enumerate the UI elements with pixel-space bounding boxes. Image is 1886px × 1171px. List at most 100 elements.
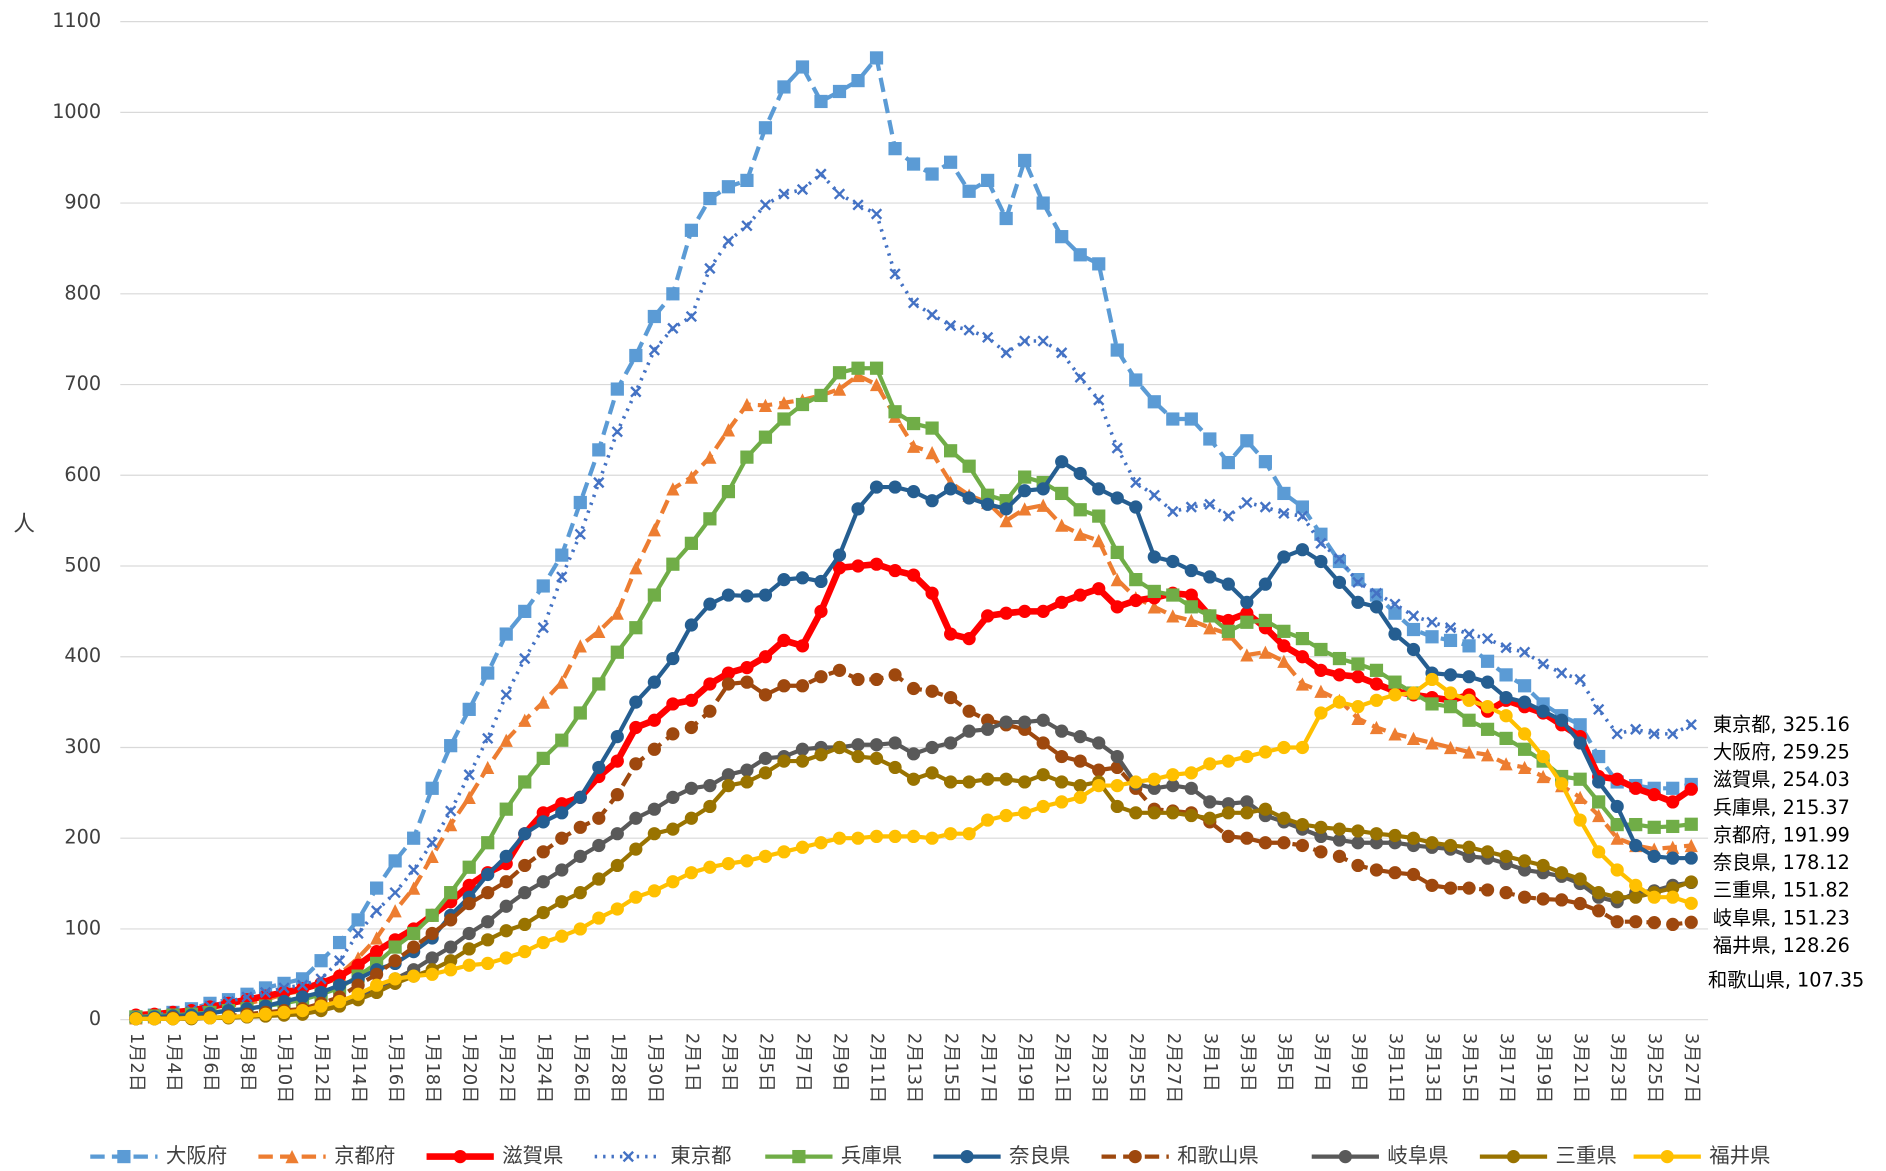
marker: [703, 799, 717, 814]
x-tick-label: 3月13日: [1422, 1033, 1443, 1103]
marker: [481, 666, 495, 680]
marker: [684, 618, 698, 632]
marker: [777, 754, 791, 768]
marker: [1147, 395, 1161, 409]
marker: [610, 645, 624, 659]
marker: [906, 416, 921, 431]
marker: [314, 954, 328, 968]
marker: [482, 732, 494, 745]
marker: [1129, 373, 1143, 387]
marker: [277, 1005, 291, 1020]
marker: [241, 991, 253, 1003]
marker: [981, 331, 994, 344]
marker: [704, 262, 716, 275]
marker: [1110, 573, 1124, 587]
marker: [1129, 806, 1143, 820]
marker: [889, 268, 901, 280]
y-tick-label: 700: [64, 372, 101, 395]
marker: [1666, 917, 1680, 932]
marker: [240, 1009, 254, 1023]
marker: [1221, 577, 1235, 591]
marker: [1630, 723, 1642, 735]
marker: [370, 931, 384, 945]
marker: [722, 235, 735, 247]
marker: [1258, 455, 1272, 469]
marker: [1315, 537, 1327, 549]
marker: [1295, 838, 1310, 853]
marker: [1222, 510, 1234, 522]
marker: [1166, 778, 1180, 793]
marker: [851, 361, 865, 375]
marker: [388, 972, 402, 986]
marker: [1684, 817, 1698, 831]
legend-label: 兵庫県: [841, 1144, 902, 1168]
marker: [1278, 507, 1290, 520]
marker: [1388, 627, 1402, 641]
marker: [425, 781, 439, 795]
marker: [1185, 501, 1197, 513]
marker: [1517, 742, 1532, 756]
marker: [1629, 838, 1643, 853]
marker: [962, 704, 976, 718]
x-tick-label: 3月15日: [1459, 1033, 1480, 1103]
marker: [1611, 728, 1623, 740]
marker: [999, 606, 1013, 620]
marker: [314, 999, 328, 1013]
marker: [332, 994, 347, 1009]
marker: [333, 955, 346, 967]
marker: [815, 168, 827, 180]
marker: [1036, 604, 1050, 618]
x-tick-label: 2月15日: [941, 1033, 962, 1103]
marker: [536, 579, 550, 593]
marker: [1406, 622, 1421, 637]
marker: [1314, 663, 1328, 677]
marker: [740, 763, 754, 777]
marker: [1295, 650, 1310, 664]
marker: [906, 568, 921, 582]
marker: [1258, 802, 1272, 816]
marker: [1388, 866, 1402, 880]
marker: [610, 729, 624, 744]
marker: [666, 822, 680, 836]
x-tick-label: 2月13日: [904, 1033, 925, 1103]
marker: [851, 672, 865, 687]
marker: [758, 121, 773, 135]
marker: [1184, 781, 1198, 795]
marker: [203, 1011, 217, 1025]
marker: [425, 908, 439, 922]
marker: [666, 557, 680, 571]
marker: [351, 978, 365, 992]
marker: [648, 344, 661, 356]
marker: [1018, 470, 1032, 484]
marker: [1129, 573, 1143, 587]
y-tick-label: 400: [64, 644, 101, 667]
marker: [1129, 500, 1143, 514]
marker: [852, 199, 864, 211]
marker: [1148, 489, 1160, 501]
y-tick-label: 1000: [52, 100, 101, 123]
legend-label: 京都府: [334, 1144, 395, 1168]
marker: [1073, 503, 1087, 517]
marker: [1388, 727, 1402, 741]
marker: [184, 1011, 199, 1025]
marker: [1462, 849, 1476, 863]
marker: [573, 639, 587, 653]
marker: [1332, 575, 1347, 589]
marker: [1258, 613, 1272, 628]
marker: [814, 836, 828, 850]
marker: [388, 904, 402, 918]
marker: [647, 742, 661, 756]
marker: [1351, 595, 1365, 609]
marker: [1277, 639, 1291, 653]
series-line: [135, 459, 1692, 1020]
x-tick-label: 1月18日: [422, 1033, 443, 1103]
marker: [1055, 795, 1069, 809]
marker: [592, 624, 606, 638]
marker: [1610, 831, 1624, 845]
marker: [573, 790, 587, 804]
marker: [1037, 335, 1049, 347]
marker: [1240, 831, 1254, 845]
marker: [1258, 745, 1272, 759]
marker: [481, 956, 495, 971]
marker: [962, 184, 976, 198]
